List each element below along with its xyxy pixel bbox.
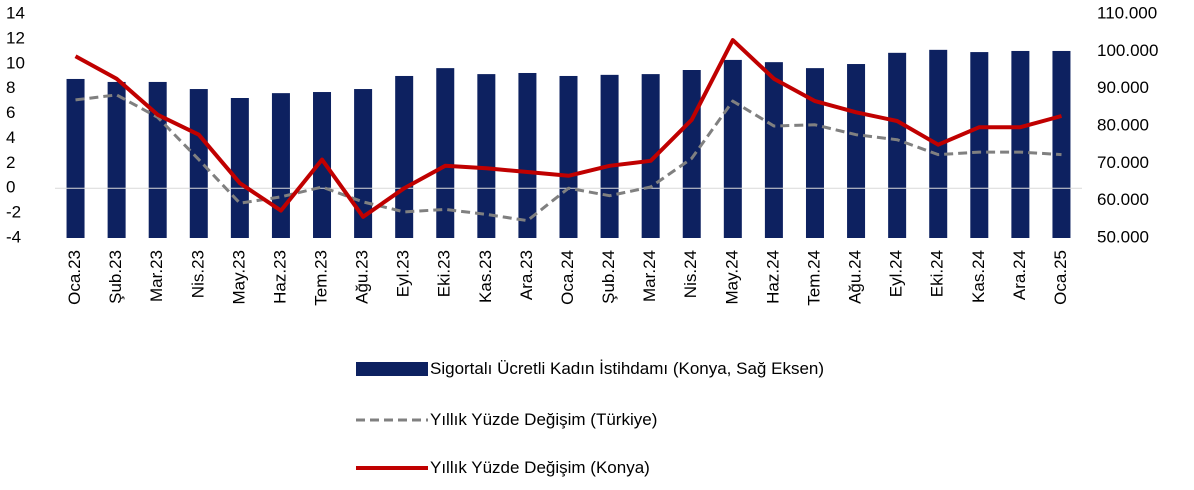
- bar: [682, 70, 701, 238]
- x-tick-label: Kas.23: [476, 250, 495, 303]
- x-tick-label: Oca.25: [1051, 250, 1070, 305]
- bar: [723, 59, 742, 238]
- y2-tick-label: 50.000: [1097, 227, 1149, 246]
- x-tick-label: Haz.24: [763, 250, 782, 304]
- x-tick-label: Şub.23: [106, 250, 125, 304]
- line: [74, 38, 1063, 219]
- x-tick-label: Eki.24: [928, 250, 947, 297]
- x-tick-label: Tem.24: [804, 250, 823, 306]
- legend-item: Yıllık Yüzde Değişim (Konya): [430, 458, 650, 477]
- bar: [764, 62, 783, 238]
- x-tick-label: Nis.24: [681, 250, 700, 298]
- bar: [189, 89, 208, 238]
- line: [75, 93, 1062, 223]
- legend-swatch: [356, 362, 428, 376]
- legend-item: Sigortalı Ücretli Kadın İstihdamı (Konya…: [430, 359, 825, 378]
- x-tick-label: Şub.24: [599, 250, 618, 304]
- x-tick-label: Ara.23: [517, 250, 536, 300]
- bar: [477, 74, 496, 239]
- y2-tick-label: 90.000: [1097, 78, 1149, 97]
- x-tick-label: Eyl.24: [887, 250, 906, 297]
- bar: [970, 52, 989, 238]
- bar: [888, 52, 907, 239]
- y-tick-label: 0: [6, 178, 15, 197]
- bar: [559, 75, 578, 239]
- bar: [148, 81, 167, 239]
- bar: [518, 72, 537, 238]
- bar: [436, 68, 455, 238]
- x-tick-label: Mar.23: [147, 250, 166, 302]
- bar: [805, 68, 824, 238]
- x-tick-label: Mar.24: [640, 250, 659, 302]
- x-tick-label: Nis.23: [188, 250, 207, 298]
- bar: [641, 74, 660, 239]
- y-tick-label: 10: [6, 53, 25, 72]
- y-tick-label: 4: [6, 128, 15, 147]
- y2-tick-label: 100.000: [1097, 41, 1158, 60]
- y2-tick-label: 110.000: [1097, 3, 1157, 22]
- bar: [230, 98, 249, 238]
- x-tick-label: Ağu.24: [846, 250, 865, 304]
- bar: [313, 92, 332, 238]
- y-tick-label: -2: [6, 203, 21, 222]
- x-tick-label: Haz.23: [270, 250, 289, 304]
- y2-tick-label: 60.000: [1097, 190, 1149, 209]
- y2-tick-label: 70.000: [1097, 153, 1149, 172]
- y-tick-label: 6: [6, 103, 15, 122]
- bar: [1011, 50, 1030, 239]
- x-tick-label: Oca.24: [558, 250, 577, 305]
- bar: [395, 75, 414, 239]
- x-tick-label: May.23: [229, 250, 248, 305]
- bar: [1052, 50, 1071, 239]
- x-tick-label: May.24: [722, 250, 741, 305]
- legend-item: Yıllık Yüzde Değişim (Türkiye): [430, 410, 658, 429]
- bar: [600, 74, 619, 238]
- legend-label: Sigortalı Ücretli Kadın İstihdamı (Konya…: [430, 359, 825, 378]
- legend-label: Yıllık Yüzde Değişim (Konya): [430, 458, 650, 477]
- y-tick-label: 8: [6, 78, 15, 97]
- bar: [847, 64, 866, 238]
- x-tick-label: Ara.24: [1010, 250, 1029, 300]
- y-tick-label: 12: [6, 28, 25, 47]
- y-tick-label: -4: [6, 227, 21, 246]
- y2-tick-label: 80.000: [1097, 115, 1149, 134]
- bar: [107, 81, 126, 239]
- bar: [271, 93, 290, 238]
- y-tick-label: 14: [6, 3, 25, 22]
- x-tick-label: Oca.23: [65, 250, 84, 305]
- legend-label: Yıllık Yüzde Değişim (Türkiye): [430, 410, 658, 429]
- x-tick-label: Eki.23: [435, 250, 454, 297]
- y-tick-label: 2: [6, 153, 15, 172]
- x-tick-label: Kas.24: [969, 250, 988, 303]
- x-tick-label: Eyl.23: [394, 250, 413, 297]
- bar: [66, 78, 85, 239]
- x-tick-label: Ağu.23: [353, 250, 372, 304]
- x-tick-label: Tem.23: [312, 250, 331, 306]
